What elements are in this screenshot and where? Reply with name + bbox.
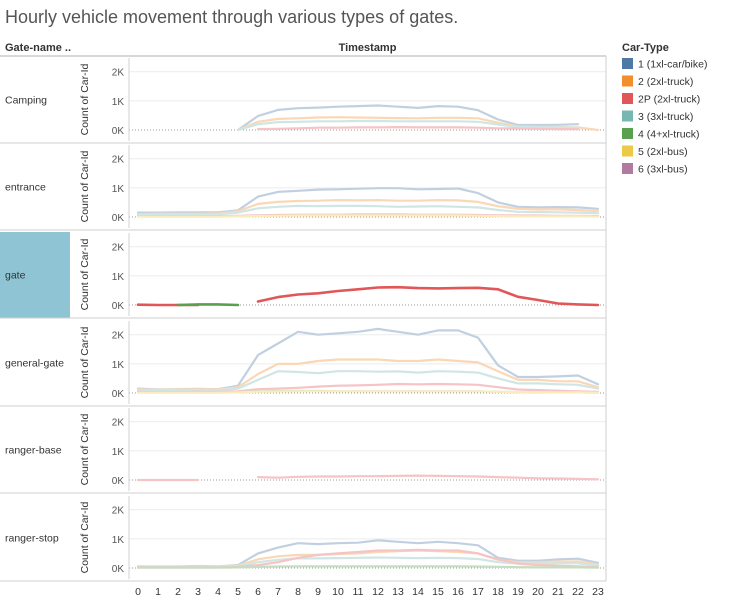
y-tick-label: 0K (112, 476, 125, 487)
y-tick-label: 0K (112, 564, 125, 575)
legend-label: 4 (4+xl-truck) (638, 129, 700, 141)
legend-label: 6 (3xl-bus) (638, 164, 688, 176)
y-tick-label: 1K (112, 360, 125, 371)
x-tick-label: 12 (372, 586, 384, 598)
x-tick-label: 19 (512, 586, 524, 598)
legend-swatch (622, 128, 633, 139)
legend-swatch (622, 163, 633, 174)
x-tick-label: 5 (235, 586, 241, 598)
y-tick-label: 0K (112, 301, 125, 312)
series-line-2P (136, 474, 600, 482)
x-tick-label: 22 (572, 586, 584, 598)
row-label-ranger-stop: ranger-stop (5, 533, 59, 545)
series-line-3 (236, 119, 580, 132)
legend-label: 3 (3xl-truck) (638, 111, 693, 123)
series-line-4 (136, 565, 600, 569)
x-tick-label: 1 (155, 586, 161, 598)
y-tick-label: 2K (112, 155, 125, 166)
series-line-3 (136, 204, 600, 216)
row-label-entrance: entrance (5, 182, 46, 194)
row-label-general-gate: general-gate (5, 358, 64, 370)
x-tick-label: 4 (215, 586, 221, 598)
y-tick-label: 2K (112, 68, 125, 79)
legend-swatch (622, 145, 633, 157)
y-axis-title: Count of Car-Id (79, 63, 91, 135)
y-tick-label: 0K (112, 389, 125, 400)
x-tick-label: 7 (275, 586, 281, 598)
y-axis-title: Count of Car-Id (79, 413, 91, 485)
legend-swatch (622, 110, 633, 122)
x-tick-label: 6 (255, 586, 261, 598)
y-axis-title: Count of Car-Id (79, 150, 91, 222)
y-tick-label: 2K (112, 243, 125, 254)
y-axis-title: Count of Car-Id (79, 238, 91, 310)
row-label-ranger-base: ranger-base (5, 445, 62, 457)
legend-title: Car-Type (622, 42, 669, 54)
series-line-1 (136, 187, 600, 214)
x-tick-label: 8 (295, 586, 301, 598)
x-tick-label: 20 (532, 586, 544, 598)
x-tick-label: 23 (592, 586, 604, 598)
y-tick-label: 1K (112, 447, 125, 458)
series-line-3 (136, 370, 600, 392)
series-line-2P (136, 285, 600, 307)
series-line-5 (136, 214, 600, 218)
x-tick-label: 21 (552, 586, 564, 598)
legend-label: 1 (1xl-car/bike) (638, 59, 707, 71)
x-tick-label: 2 (175, 586, 181, 598)
y-tick-label: 1K (112, 97, 125, 108)
y-tick-label: 1K (112, 272, 125, 283)
y-tick-label: 2K (112, 331, 125, 342)
x-tick-label: 3 (195, 586, 201, 598)
x-tick-label: 17 (472, 586, 484, 598)
y-tick-label: 0K (112, 126, 125, 137)
y-axis-title: Count of Car-Id (79, 501, 91, 573)
legend-swatch (622, 75, 633, 87)
legend-label: 2P (2xl-truck) (638, 94, 700, 106)
x-tick-label: 11 (353, 586, 364, 598)
x-tick-label: 14 (412, 586, 424, 598)
legend-label: 2 (2xl-truck) (638, 76, 693, 88)
row-header: Gate-name .. (5, 42, 71, 54)
row-highlight (0, 232, 70, 318)
y-tick-label: 1K (112, 184, 125, 195)
x-tick-label: 9 (315, 586, 321, 598)
x-tick-label: 0 (135, 586, 141, 598)
row-label-gate: gate (5, 270, 26, 282)
series-line-2P (256, 126, 580, 131)
row-label-Camping: Camping (5, 95, 47, 107)
y-tick-label: 1K (112, 535, 125, 546)
y-tick-label: 0K (112, 213, 125, 224)
y-axis-title: Count of Car-Id (79, 326, 91, 398)
legend-swatch (622, 58, 633, 69)
legend-label: 5 (2xl-bus) (638, 146, 688, 158)
x-tick-label: 16 (452, 586, 464, 598)
series-line-1 (236, 104, 580, 132)
series-line-5 (136, 390, 600, 394)
column-header: Timestamp (339, 42, 397, 54)
x-tick-label: 18 (492, 586, 504, 598)
legend-swatch (622, 93, 633, 104)
x-tick-label: 13 (392, 586, 404, 598)
y-tick-label: 2K (112, 506, 125, 517)
y-tick-label: 2K (112, 418, 125, 429)
x-tick-label: 15 (432, 586, 444, 598)
chart-title: Hourly vehicle movement through various … (5, 7, 459, 27)
x-tick-label: 10 (332, 586, 344, 598)
series-line-4 (176, 303, 240, 307)
